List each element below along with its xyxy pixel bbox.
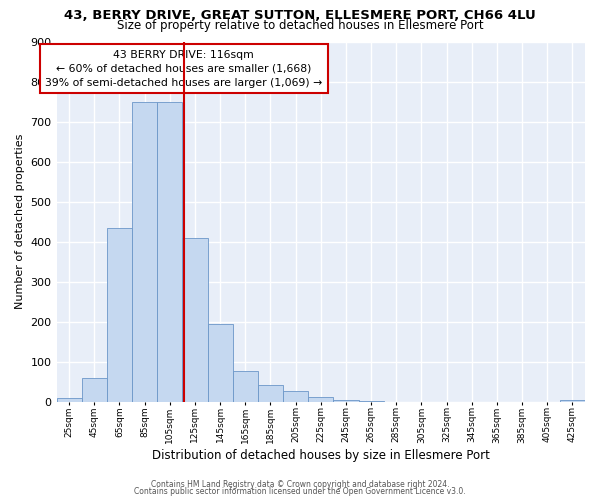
Text: 43, BERRY DRIVE, GREAT SUTTON, ELLESMERE PORT, CH66 4LU: 43, BERRY DRIVE, GREAT SUTTON, ELLESMERE… bbox=[64, 9, 536, 22]
Bar bbox=[308, 397, 334, 402]
Bar bbox=[132, 102, 157, 402]
Bar bbox=[359, 401, 383, 402]
Bar bbox=[560, 400, 585, 402]
Y-axis label: Number of detached properties: Number of detached properties bbox=[15, 134, 25, 310]
Bar bbox=[182, 238, 208, 402]
Text: 43 BERRY DRIVE: 116sqm
← 60% of detached houses are smaller (1,668)
39% of semi-: 43 BERRY DRIVE: 116sqm ← 60% of detached… bbox=[45, 50, 322, 88]
Text: Contains HM Land Registry data © Crown copyright and database right 2024.: Contains HM Land Registry data © Crown c… bbox=[151, 480, 449, 489]
Text: Contains public sector information licensed under the Open Government Licence v3: Contains public sector information licen… bbox=[134, 487, 466, 496]
Bar bbox=[258, 385, 283, 402]
Bar bbox=[283, 391, 308, 402]
Bar bbox=[334, 400, 359, 402]
Bar bbox=[233, 371, 258, 402]
Bar bbox=[82, 378, 107, 402]
Text: Size of property relative to detached houses in Ellesmere Port: Size of property relative to detached ho… bbox=[116, 19, 484, 32]
X-axis label: Distribution of detached houses by size in Ellesmere Port: Distribution of detached houses by size … bbox=[152, 450, 490, 462]
Bar bbox=[208, 324, 233, 402]
Bar bbox=[56, 398, 82, 402]
Bar bbox=[107, 228, 132, 402]
Bar bbox=[157, 102, 182, 402]
